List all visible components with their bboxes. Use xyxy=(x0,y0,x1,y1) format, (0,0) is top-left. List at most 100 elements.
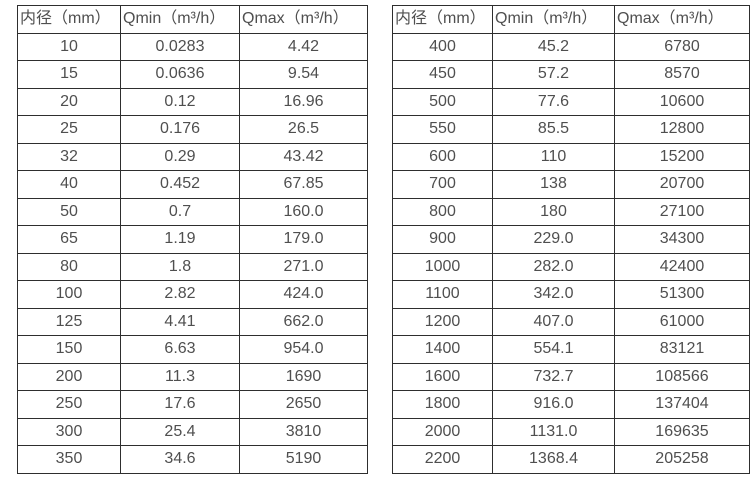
table-cell: 110 xyxy=(492,142,615,171)
table-cell: 0.0283 xyxy=(120,32,240,61)
flow-spec-table-large-diameters: 内径（mm） Qmin（m³/h） Qmax（m³/h） 400 45.2 6780 450… xyxy=(392,5,750,474)
table-cell: 400 xyxy=(392,32,493,61)
table-cell: 50 xyxy=(17,197,121,226)
table-cell: 0.7 xyxy=(120,197,240,226)
table-row: 800 180 27100 xyxy=(392,197,750,226)
table-cell: 1400 xyxy=(392,335,493,364)
table-cell: 271.0 xyxy=(239,252,368,281)
table-cell: 1600 xyxy=(392,362,493,391)
table-row: 500 77.6 10600 xyxy=(392,87,750,116)
table-cell: 25.4 xyxy=(120,417,240,446)
table-row: 200 11.3 1690 xyxy=(17,362,368,391)
table-cell: 4.41 xyxy=(120,307,240,336)
table-row: 10 0.0283 4.42 xyxy=(17,32,368,61)
table-cell: 169635 xyxy=(614,417,750,446)
table-row: 1400 554.1 83121 xyxy=(392,335,750,364)
table-cell: 450 xyxy=(392,60,493,89)
table-cell: 67.85 xyxy=(239,170,368,199)
table-cell: 2000 xyxy=(392,417,493,446)
table-row: 2200 1368.4 205258 xyxy=(392,445,750,474)
table-cell: 17.6 xyxy=(120,390,240,419)
table-cell: 2200 xyxy=(392,445,493,474)
table-cell: 250 xyxy=(17,390,121,419)
table-row: 1600 732.7 108566 xyxy=(392,362,750,391)
table-row: 600 110 15200 xyxy=(392,142,750,171)
table-row: 100 2.82 424.0 xyxy=(17,280,368,309)
table-cell: 150 xyxy=(17,335,121,364)
table-cell: 1131.0 xyxy=(492,417,615,446)
table-cell: 0.29 xyxy=(120,142,240,171)
table-cell: 45.2 xyxy=(492,32,615,61)
table-row: 20 0.12 16.96 xyxy=(17,87,368,116)
table-row: 400 45.2 6780 xyxy=(392,32,750,61)
table-cell: 1690 xyxy=(239,362,368,391)
table-cell: 10600 xyxy=(614,87,750,116)
table-row: 2000 1131.0 169635 xyxy=(392,417,750,446)
table-cell: 916.0 xyxy=(492,390,615,419)
table-cell: 15 xyxy=(17,60,121,89)
table-cell: 662.0 xyxy=(239,307,368,336)
table-row: 50 0.7 160.0 xyxy=(17,197,368,226)
table-cell: 32 xyxy=(17,142,121,171)
table-cell: 83121 xyxy=(614,335,750,364)
table-cell: 5190 xyxy=(239,445,368,474)
table-cell: 550 xyxy=(392,115,493,144)
table-cell: 4.42 xyxy=(239,32,368,61)
table-cell: 160.0 xyxy=(239,197,368,226)
table-cell: 0.452 xyxy=(120,170,240,199)
table-cell: 554.1 xyxy=(492,335,615,364)
table-cell: 100 xyxy=(17,280,121,309)
table-cell: 500 xyxy=(392,87,493,116)
table-cell: 27100 xyxy=(614,197,750,226)
table-row: 80 1.8 271.0 xyxy=(17,252,368,281)
table-cell: 600 xyxy=(392,142,493,171)
table-cell: 10 xyxy=(17,32,121,61)
table-cell: 51300 xyxy=(614,280,750,309)
table-cell: 26.5 xyxy=(239,115,368,144)
column-header: 内径（mm） xyxy=(17,5,121,34)
table-cell: 6.63 xyxy=(120,335,240,364)
table-cell: 61000 xyxy=(614,307,750,336)
table-cell: 9.54 xyxy=(239,60,368,89)
table-row: 450 57.2 8570 xyxy=(392,60,750,89)
table-row: 700 138 20700 xyxy=(392,170,750,199)
table-cell: 137404 xyxy=(614,390,750,419)
table-cell: 125 xyxy=(17,307,121,336)
table-cell: 108566 xyxy=(614,362,750,391)
table-cell: 900 xyxy=(392,225,493,254)
table-cell: 80 xyxy=(17,252,121,281)
table-row: 1200 407.0 61000 xyxy=(392,307,750,336)
table-cell: 954.0 xyxy=(239,335,368,364)
table-row: 250 17.6 2650 xyxy=(17,390,368,419)
table-cell: 732.7 xyxy=(492,362,615,391)
table-cell: 85.5 xyxy=(492,115,615,144)
table-cell: 2.82 xyxy=(120,280,240,309)
table-row: 40 0.452 67.85 xyxy=(17,170,368,199)
table-cell: 77.6 xyxy=(492,87,615,116)
table-row: 350 34.6 5190 xyxy=(17,445,368,474)
table-row: 1000 282.0 42400 xyxy=(392,252,750,281)
table-cell: 1.8 xyxy=(120,252,240,281)
table-row: 15 0.0636 9.54 xyxy=(17,60,368,89)
table-cell: 25 xyxy=(17,115,121,144)
table-cell: 8570 xyxy=(614,60,750,89)
table-cell: 15200 xyxy=(614,142,750,171)
table-row: 150 6.63 954.0 xyxy=(17,335,368,364)
table-cell: 138 xyxy=(492,170,615,199)
table-cell: 180 xyxy=(492,197,615,226)
table-cell: 179.0 xyxy=(239,225,368,254)
column-header: Qmax（m³/h） xyxy=(614,5,750,34)
table-cell: 424.0 xyxy=(239,280,368,309)
header-row: 内径（mm） Qmin（m³/h） Qmax（m³/h） xyxy=(392,5,750,34)
table-cell: 200 xyxy=(17,362,121,391)
column-header: Qmax（m³/h） xyxy=(239,5,368,34)
table-cell: 20700 xyxy=(614,170,750,199)
table-row: 550 85.5 12800 xyxy=(392,115,750,144)
table-cell: 40 xyxy=(17,170,121,199)
table-cell: 12800 xyxy=(614,115,750,144)
table-row: 65 1.19 179.0 xyxy=(17,225,368,254)
column-header: 内径（mm） xyxy=(392,5,493,34)
table-cell: 282.0 xyxy=(492,252,615,281)
table-row: 25 0.176 26.5 xyxy=(17,115,368,144)
